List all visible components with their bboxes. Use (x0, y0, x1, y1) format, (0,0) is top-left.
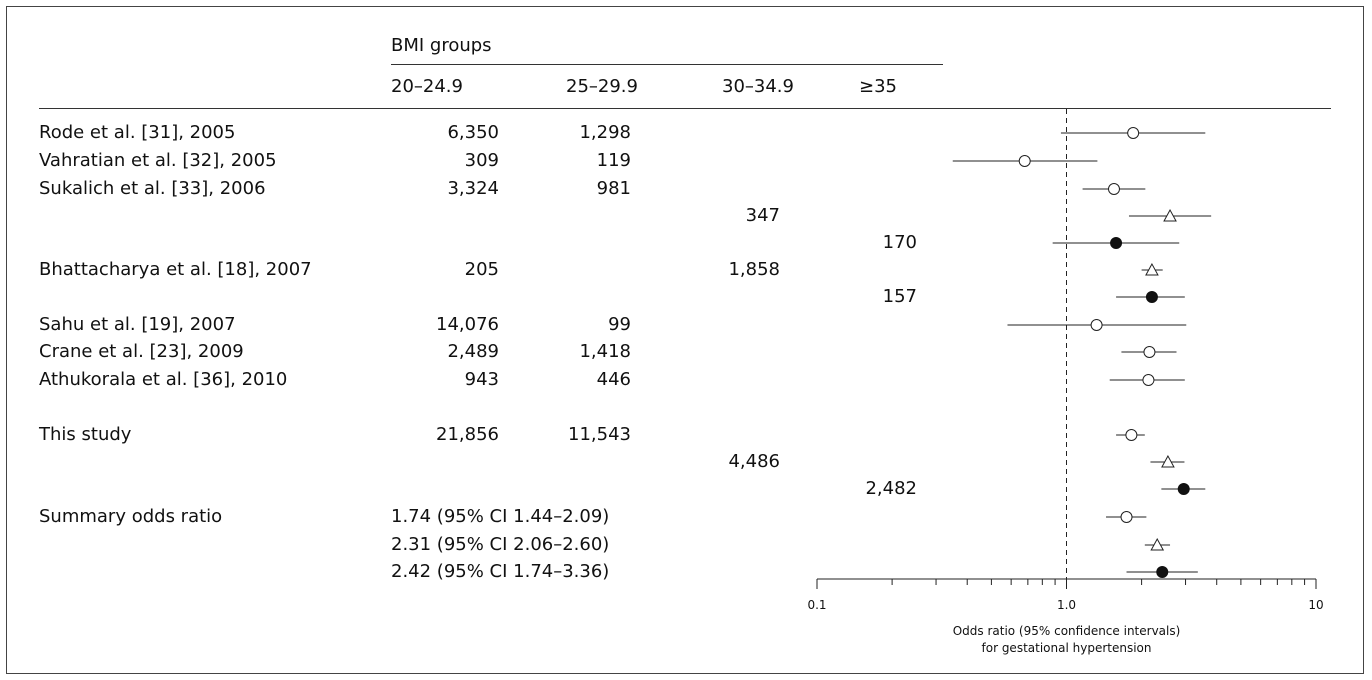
sample-size-cell: 2.42 (95% CI 1.74–3.36) (391, 561, 610, 582)
study-label: Sukalich et al. [33], 2006 (39, 178, 266, 199)
sample-size-cell: 205 (464, 259, 499, 280)
sample-size-cell: 1.74 (95% CI 1.44–2.09) (391, 506, 610, 527)
figure-frame (6, 6, 1364, 674)
sample-size-cell: 2,482 (865, 478, 917, 499)
sample-size-cell: 981 (596, 178, 631, 199)
group-header-rule (391, 64, 943, 65)
sample-size-cell: 347 (745, 205, 780, 226)
sample-size-cell: 119 (596, 150, 631, 171)
study-label: Sahu et al. [19], 2007 (39, 314, 236, 335)
study-label: Athukorala et al. [36], 2010 (39, 369, 288, 390)
sample-size-cell: 1,298 (579, 122, 631, 143)
study-label: Crane et al. [23], 2009 (39, 341, 244, 362)
column-header-2: 25–29.9 (566, 76, 638, 97)
study-label: Vahratian et al. [32], 2005 (39, 150, 277, 171)
study-label: Summary odds ratio (39, 506, 223, 527)
sample-size-cell: 2,489 (447, 341, 499, 362)
group-header: BMI groups (391, 35, 492, 56)
sample-size-cell: 99 (608, 314, 631, 335)
sample-size-cell: 6,350 (447, 122, 499, 143)
header-rule (39, 108, 1331, 109)
sample-size-cell: 21,856 (436, 424, 499, 445)
sample-size-cell: 2.31 (95% CI 2.06–2.60) (391, 534, 610, 555)
sample-size-cell: 11,543 (568, 424, 631, 445)
sample-size-cell: 943 (464, 369, 499, 390)
study-label: Rode et al. [31], 2005 (39, 122, 236, 143)
column-header-1: 20–24.9 (391, 76, 463, 97)
sample-size-cell: 309 (464, 150, 499, 171)
sample-size-cell: 4,486 (728, 451, 780, 472)
sample-size-cell: 3,324 (447, 178, 499, 199)
column-header-4: ≥35 (859, 76, 897, 97)
study-label: Bhattacharya et al. [18], 2007 (39, 259, 312, 280)
sample-size-cell: 446 (596, 369, 631, 390)
sample-size-cell: 157 (882, 286, 917, 307)
sample-size-cell: 14,076 (436, 314, 499, 335)
study-label: This study (39, 424, 132, 445)
sample-size-cell: 1,418 (579, 341, 631, 362)
column-header-3: 30–34.9 (722, 76, 794, 97)
sample-size-cell: 170 (882, 232, 917, 253)
sample-size-cell: 1,858 (728, 259, 780, 280)
